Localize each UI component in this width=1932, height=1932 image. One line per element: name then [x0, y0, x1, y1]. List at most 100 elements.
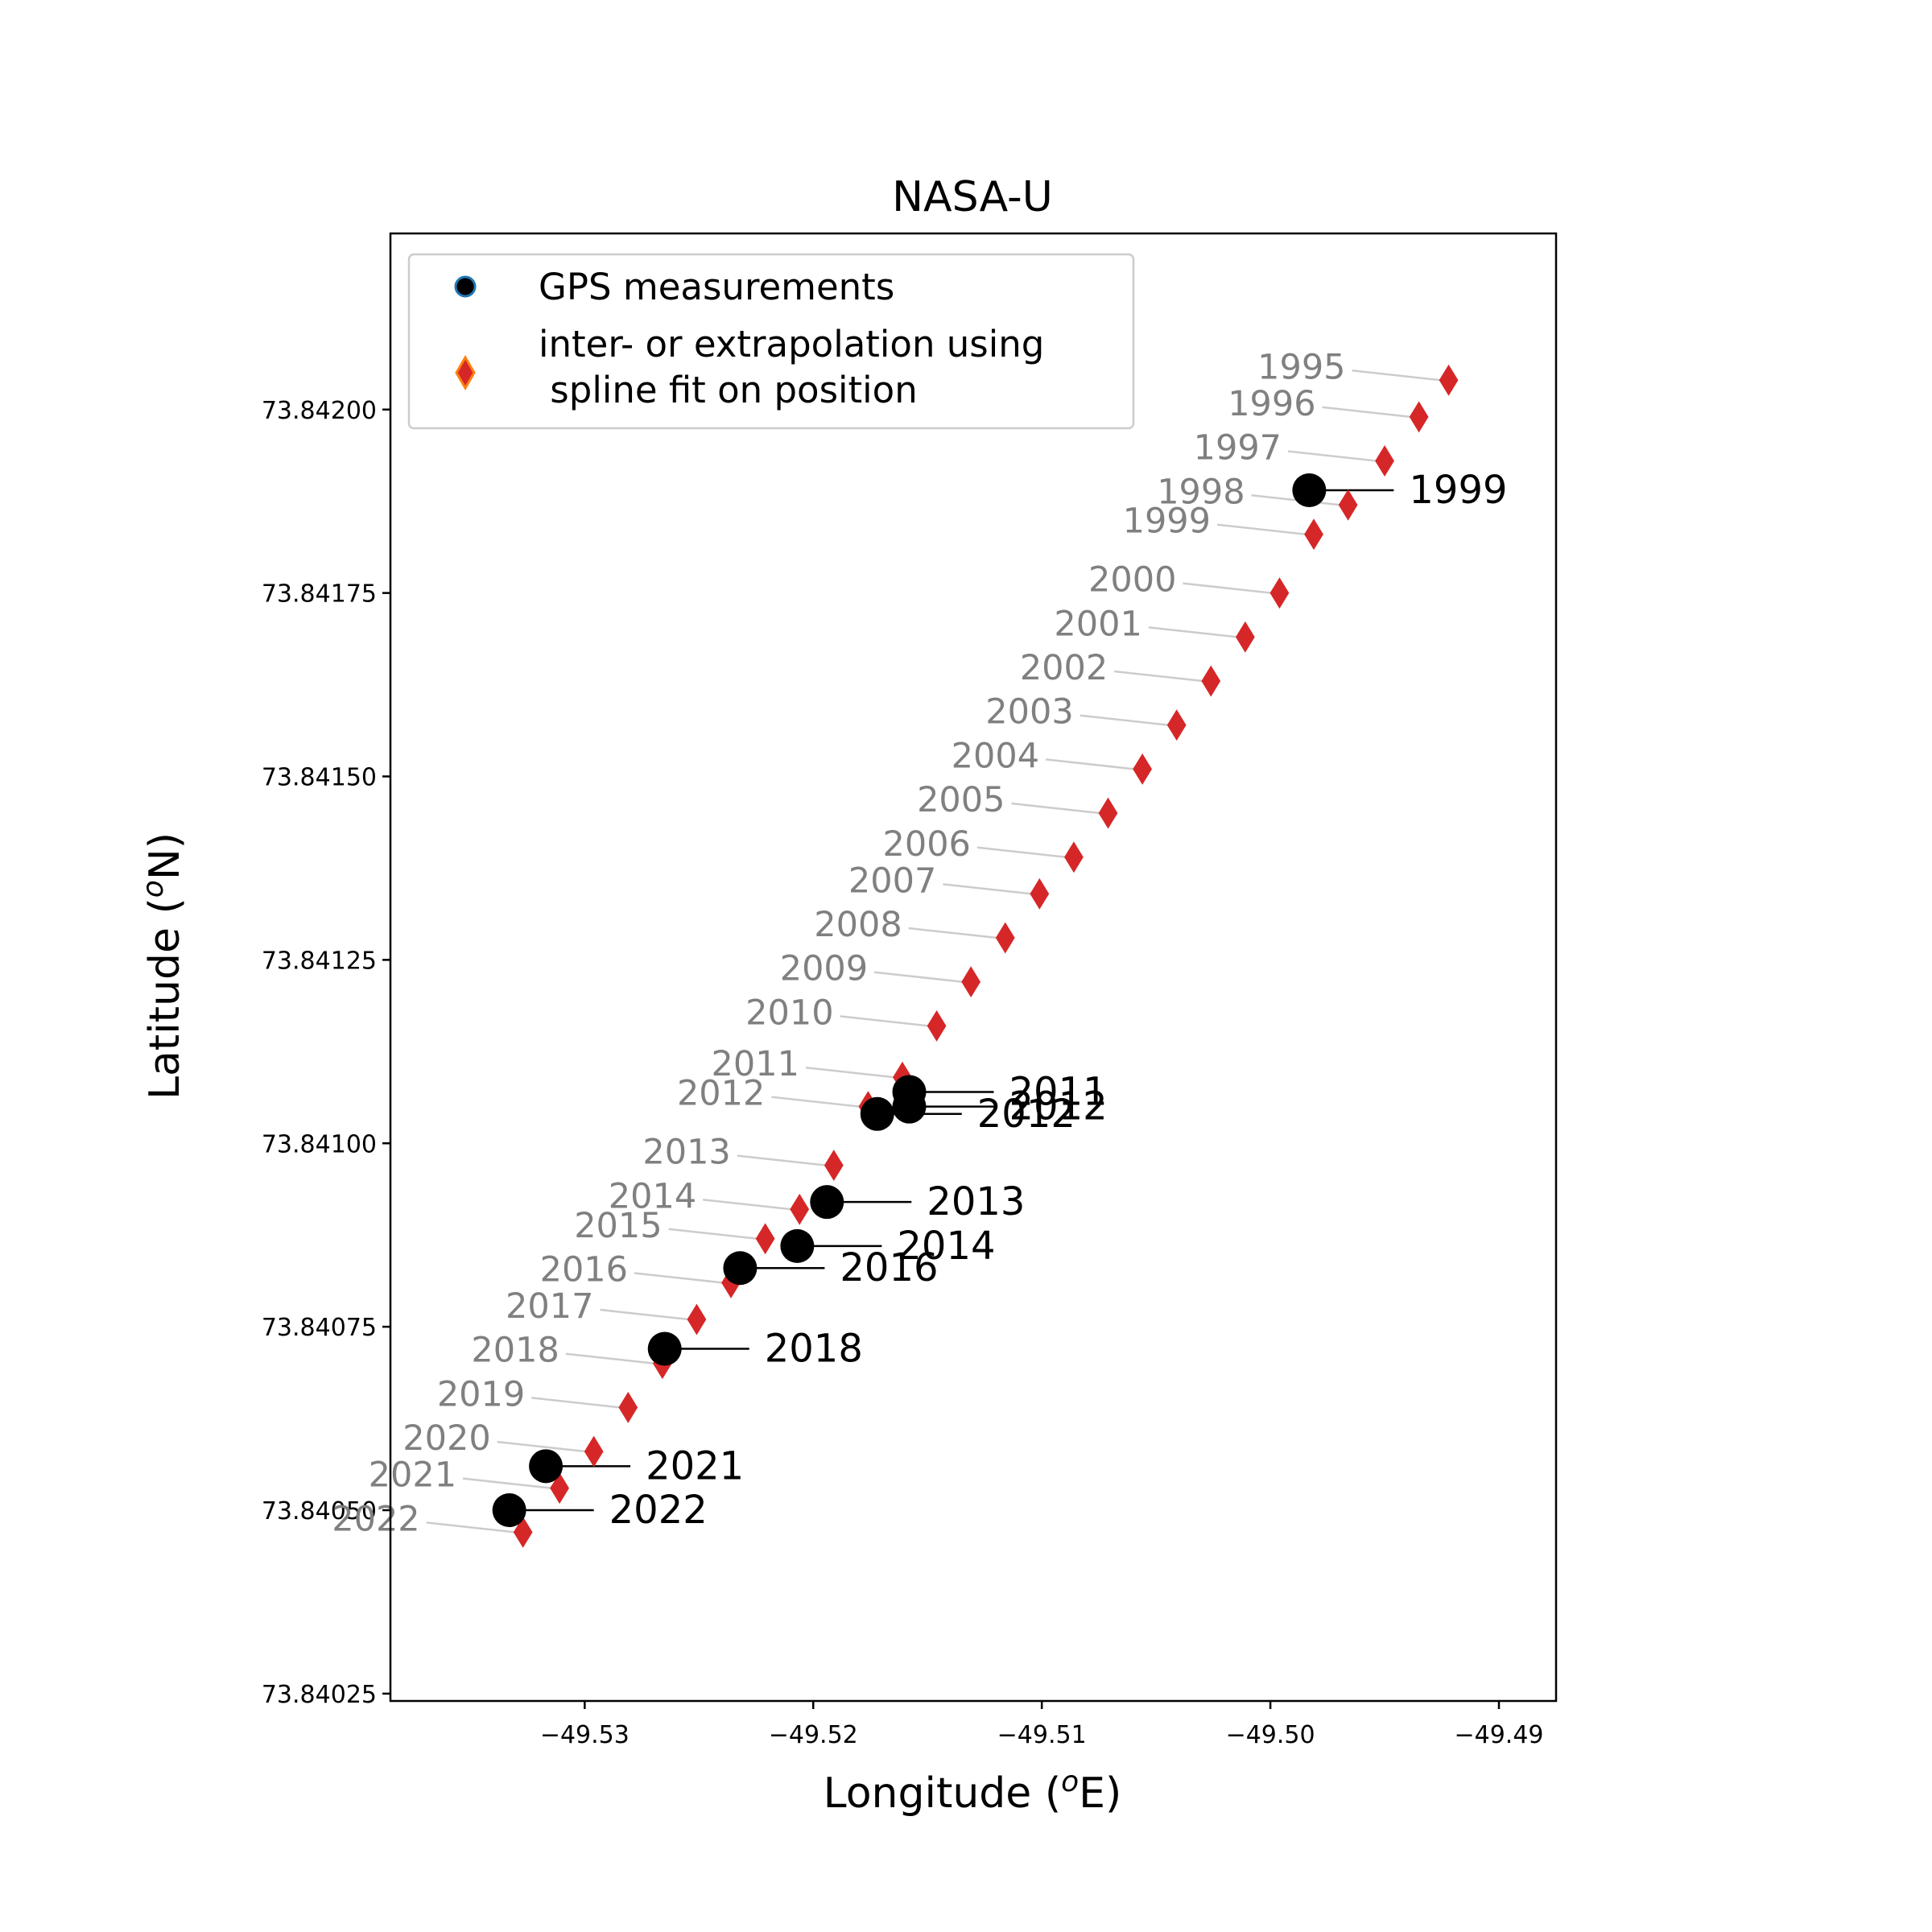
- chart-title: NASA-U: [892, 173, 1053, 221]
- gps-year-label: 2013: [927, 1179, 1025, 1224]
- interp-year-label: 2017: [506, 1286, 593, 1327]
- interp-marker: [927, 1009, 947, 1042]
- interp-leader-line: [943, 883, 1032, 895]
- interp-marker: [1338, 489, 1358, 521]
- interp-leader-line: [737, 1154, 826, 1166]
- interp-marker: [995, 922, 1015, 954]
- y-axis-label: Latitude (oN): [137, 832, 189, 1100]
- interp-leader-line: [1045, 758, 1135, 770]
- gps-marker: [723, 1251, 758, 1286]
- gps-marker: [492, 1493, 526, 1528]
- y-tick-label: 73.84075: [262, 1314, 377, 1342]
- interp-leader-line: [874, 971, 964, 983]
- interp-marker: [1133, 753, 1152, 785]
- interp-leader-line: [426, 1521, 515, 1534]
- gps-marker: [647, 1331, 682, 1366]
- y-tick-label: 73.84175: [262, 580, 377, 609]
- interp-year-label: 2022: [332, 1499, 419, 1539]
- gps-year-label: 2011: [1009, 1069, 1108, 1114]
- interp-leader-line: [1114, 670, 1203, 683]
- interp-year-label: 2013: [642, 1133, 730, 1173]
- gps-marker: [1292, 473, 1327, 508]
- interp-leader-line: [840, 1015, 929, 1027]
- legend: GPS measurements inter- or extrapolation…: [407, 253, 1135, 430]
- legend-gps-marker: [454, 275, 477, 298]
- interp-year-label: 2002: [1020, 648, 1108, 688]
- x-tick-label: −49.53: [540, 1721, 630, 1749]
- interp-leader-line: [1322, 406, 1411, 419]
- interp-year-label: 2011: [712, 1044, 799, 1084]
- interp-marker: [1166, 709, 1187, 741]
- interp-year-label: 2005: [917, 780, 1005, 820]
- x-tick-label: −49.52: [769, 1721, 858, 1749]
- interp-leader-line: [1352, 369, 1441, 382]
- gps-year-label: 2012: [977, 1092, 1075, 1137]
- gps-year-label: 2016: [840, 1245, 938, 1290]
- interp-marker: [550, 1472, 569, 1505]
- interp-marker: [584, 1435, 604, 1468]
- legend-interp-label-line2: spline fit on position: [539, 369, 918, 411]
- interp-year-label: 2020: [402, 1418, 490, 1459]
- gps-year-label: 2022: [609, 1488, 708, 1533]
- legend-box: [407, 253, 1135, 430]
- interp-leader-line: [462, 1477, 552, 1489]
- x-axis: −49.53 −49.52 −49.51 −49.50 −49.49: [540, 1701, 1544, 1749]
- gps-year-label: 2014: [897, 1224, 995, 1269]
- gps-marker: [860, 1096, 894, 1131]
- interp-leader-line: [1148, 626, 1238, 638]
- interp-year-label: 2004: [952, 736, 1039, 776]
- interp-leader-line: [1011, 802, 1100, 815]
- interp-leader-lines: [426, 369, 1441, 1534]
- interp-leader-line: [1183, 582, 1272, 594]
- y-tick-label: 73.84025: [262, 1681, 377, 1709]
- interp-leader-line: [976, 846, 1067, 859]
- interp-leader-line: [1080, 714, 1169, 726]
- interp-leader-line: [1287, 450, 1377, 462]
- gps-marker: [892, 1089, 927, 1124]
- interp-marker: [790, 1193, 810, 1225]
- gps-marker: [810, 1185, 844, 1220]
- interp-marker: [513, 1516, 533, 1548]
- gps-year-label: 1999: [1409, 468, 1507, 513]
- x-tick-label: −49.49: [1455, 1721, 1544, 1749]
- interp-leader-line: [805, 1066, 895, 1079]
- interp-marker: [1304, 518, 1323, 551]
- y-axis: 73.84025 73.84050 73.84075 73.84100 73.84125…: [262, 397, 390, 1709]
- interp-leader-line: [600, 1308, 689, 1321]
- interp-year-label: 2008: [814, 905, 902, 945]
- plot-frame: [389, 232, 1558, 1703]
- y-tick-label: 73.84050: [262, 1497, 377, 1525]
- interp-year-label: 2018: [471, 1331, 559, 1371]
- gps-year-label: 2021: [646, 1443, 744, 1488]
- legend-interp-marker: [455, 355, 476, 390]
- interp-marker: [618, 1391, 638, 1423]
- interp-marker: [1269, 577, 1290, 609]
- y-tick-label: 73.84200: [262, 397, 377, 425]
- interp-year-label: 2012: [677, 1074, 765, 1114]
- interp-marker: [1439, 364, 1459, 396]
- gps-markers: [492, 473, 1327, 1528]
- interp-marker: [1201, 665, 1221, 697]
- interp-leader-line: [565, 1352, 655, 1364]
- interp-year-label: 2007: [848, 861, 936, 901]
- interp-leader-line: [497, 1440, 586, 1453]
- interp-marker: [1098, 797, 1118, 829]
- x-tick-label: −49.50: [1226, 1721, 1315, 1749]
- interp-leader-line: [634, 1272, 724, 1284]
- interp-year-label: 1999: [1123, 502, 1211, 542]
- interp-year-label: 2019: [437, 1374, 525, 1414]
- interp-year-label: 1995: [1257, 347, 1345, 387]
- interp-year-label: 2016: [540, 1249, 628, 1290]
- interp-year-label: 2003: [985, 692, 1073, 733]
- gps-year-label: 2018: [765, 1326, 863, 1371]
- interp-leader-line: [1216, 523, 1307, 535]
- legend-gps-label: GPS measurements: [539, 266, 894, 308]
- interp-year-label: 2000: [1088, 560, 1176, 601]
- interp-year-label: 2006: [882, 824, 970, 865]
- interp-marker: [961, 966, 981, 998]
- gps-marker: [780, 1228, 815, 1263]
- interp-marker: [687, 1303, 707, 1335]
- interp-leader-line: [771, 1096, 861, 1108]
